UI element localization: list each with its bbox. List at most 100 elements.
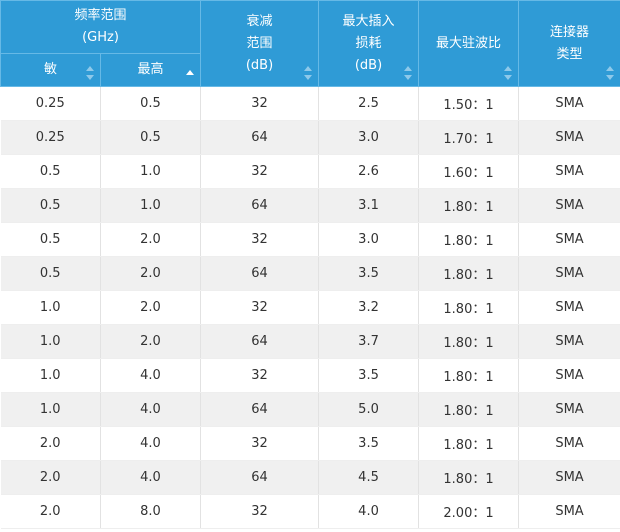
- insertion-loss-cell: 3.5: [318, 256, 420, 291]
- insertion-loss-cell: 4.5: [318, 460, 420, 495]
- freq-range-header: 频率范围 (GHz): [0, 0, 202, 54]
- vswr-cell: 2.00：1: [418, 494, 520, 529]
- insertion-loss-cell: 3.1: [318, 188, 420, 223]
- vswr-cell: 1.80：1: [418, 324, 520, 359]
- connector-header[interactable]: 连接器 类型: [518, 0, 620, 87]
- freq-max-cell: 2.0: [100, 256, 202, 291]
- insertion-loss-cell: 3.5: [318, 358, 420, 393]
- freq-max-cell: 1.0: [100, 188, 202, 223]
- freq-range-title: 频率范围: [74, 8, 127, 23]
- atten-cell: 32: [200, 358, 320, 393]
- freq-max-cell: 0.5: [100, 86, 202, 121]
- freq-min-cell: 1.0: [0, 324, 101, 359]
- freq-max-cell: 0.5: [100, 120, 202, 155]
- atten-title-1: 衰减: [246, 13, 273, 29]
- freq-min-header[interactable]: 敏: [0, 53, 101, 87]
- freq-max-cell: 2.0: [100, 222, 202, 257]
- table-row[interactable]: 2.0 8.0 32 4.0 2.00：1 SMA: [0, 494, 620, 529]
- connector-cell: SMA: [518, 358, 620, 393]
- atten-cell: 32: [200, 222, 320, 257]
- connector-cell: SMA: [518, 290, 620, 325]
- insertion-loss-cell: 3.0: [318, 222, 420, 257]
- sort-toggle-icon[interactable]: [606, 66, 615, 80]
- loss-title-2: 损耗: [355, 35, 382, 51]
- sort-ascending-icon[interactable]: [186, 70, 195, 76]
- atten-range-header[interactable]: 衰减 范围 (dB): [200, 0, 320, 87]
- sort-toggle-icon[interactable]: [304, 66, 313, 80]
- atten-cell: 32: [200, 426, 320, 461]
- connector-title-2: 类型: [556, 46, 583, 62]
- freq-max-cell: 4.0: [100, 392, 202, 427]
- insertion-loss-cell: 3.2: [318, 290, 420, 325]
- insertion-loss-cell: 3.7: [318, 324, 420, 359]
- insertion-loss-cell: 2.6: [318, 154, 420, 189]
- freq-min-cell: 0.25: [0, 120, 101, 155]
- vswr-title: 最大驻波比: [436, 35, 502, 51]
- vswr-cell: 1.60：1: [418, 154, 520, 189]
- freq-min-cell: 0.5: [0, 222, 101, 257]
- table-row[interactable]: 1.0 2.0 64 3.7 1.80：1 SMA: [0, 324, 620, 359]
- insertion-loss-header[interactable]: 最大插入 损耗 (dB): [318, 0, 420, 87]
- freq-min-cell: 2.0: [0, 460, 101, 495]
- vswr-cell: 1.80：1: [418, 222, 520, 257]
- vswr-cell: 1.80：1: [418, 188, 520, 223]
- freq-min-cell: 2.0: [0, 494, 101, 529]
- table-row[interactable]: 0.5 2.0 32 3.0 1.80：1 SMA: [0, 222, 620, 257]
- freq-min-cell: 1.0: [0, 392, 101, 427]
- sort-toggle-icon[interactable]: [504, 66, 513, 80]
- freq-min-cell: 0.25: [0, 86, 101, 121]
- freq-range-unit: (GHz): [82, 30, 119, 45]
- atten-cell: 64: [200, 188, 320, 223]
- insertion-loss-cell: 2.5: [318, 86, 420, 121]
- sort-toggle-icon[interactable]: [404, 66, 413, 80]
- vswr-cell: 1.80：1: [418, 290, 520, 325]
- table-row[interactable]: 0.5 1.0 64 3.1 1.80：1 SMA: [0, 188, 620, 223]
- connector-cell: SMA: [518, 222, 620, 257]
- table-body: 0.25 0.5 32 2.5 1.50：1 SMA 0.25 0.5 64 3.0 1.70：1 S…: [0, 86, 620, 529]
- vswr-cell: 1.80：1: [418, 392, 520, 427]
- freq-max-cell: 4.0: [100, 426, 202, 461]
- table-row[interactable]: 1.0 4.0 64 5.0 1.80：1 SMA: [0, 392, 620, 427]
- freq-max-header[interactable]: 最高: [99, 53, 202, 87]
- freq-max-cell: 1.0: [100, 154, 202, 189]
- table-row[interactable]: 0.25 0.5 64 3.0 1.70：1 SMA: [0, 120, 620, 155]
- atten-title-2: 范围: [246, 35, 273, 51]
- connector-cell: SMA: [518, 426, 620, 461]
- table-row[interactable]: 2.0 4.0 64 4.5 1.80：1 SMA: [0, 460, 620, 495]
- atten-unit: (dB): [245, 57, 274, 73]
- table-row[interactable]: 2.0 4.0 32 3.5 1.80：1 SMA: [0, 426, 620, 461]
- loss-unit: (dB): [354, 57, 383, 73]
- insertion-loss-cell: 3.5: [318, 426, 420, 461]
- vswr-header[interactable]: 最大驻波比: [418, 0, 520, 87]
- freq-max-label: 最高: [137, 62, 164, 77]
- table-row[interactable]: 0.5 1.0 32 2.6 1.60：1 SMA: [0, 154, 620, 189]
- freq-max-cell: 2.0: [100, 290, 202, 325]
- table-row[interactable]: 0.25 0.5 32 2.5 1.50：1 SMA: [0, 86, 620, 121]
- table-row[interactable]: 0.5 2.0 64 3.5 1.80：1 SMA: [0, 256, 620, 291]
- connector-cell: SMA: [518, 120, 620, 155]
- connector-cell: SMA: [518, 392, 620, 427]
- table-row[interactable]: 1.0 4.0 32 3.5 1.80：1 SMA: [0, 358, 620, 393]
- insertion-loss-cell: 3.0: [318, 120, 420, 155]
- freq-max-cell: 4.0: [100, 358, 202, 393]
- atten-cell: 64: [200, 120, 320, 155]
- atten-cell: 32: [200, 154, 320, 189]
- freq-min-cell: 0.5: [0, 188, 101, 223]
- connector-cell: SMA: [518, 460, 620, 495]
- freq-min-cell: 0.5: [0, 154, 101, 189]
- atten-cell: 32: [200, 494, 320, 529]
- loss-title-1: 最大插入: [342, 13, 395, 29]
- freq-max-cell: 8.0: [100, 494, 202, 529]
- vswr-cell: 1.70：1: [418, 120, 520, 155]
- sort-toggle-icon[interactable]: [86, 66, 94, 80]
- atten-cell: 64: [200, 256, 320, 291]
- freq-min-cell: 1.0: [0, 358, 101, 393]
- table-row[interactable]: 1.0 2.0 32 3.2 1.80：1 SMA: [0, 290, 620, 325]
- connector-cell: SMA: [518, 154, 620, 189]
- vswr-cell: 1.80：1: [418, 426, 520, 461]
- atten-cell: 64: [200, 392, 320, 427]
- connector-cell: SMA: [518, 494, 620, 529]
- insertion-loss-cell: 4.0: [318, 494, 420, 529]
